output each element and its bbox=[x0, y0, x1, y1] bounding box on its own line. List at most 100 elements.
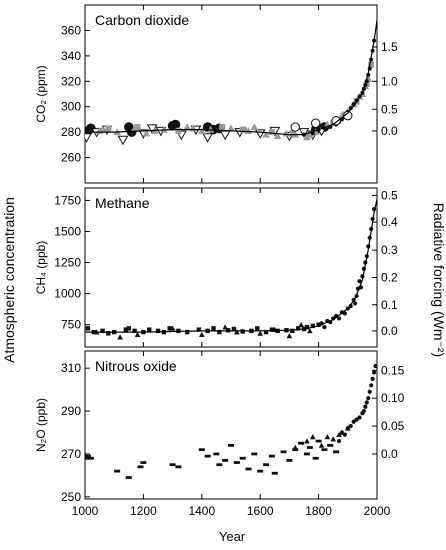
square-point bbox=[126, 326, 131, 331]
dash-point bbox=[286, 458, 293, 462]
co2-filled-circle-point bbox=[170, 119, 181, 130]
open-circle-point bbox=[290, 122, 300, 132]
x-tick-label: 1400 bbox=[188, 504, 215, 518]
right-tick-label: 0.2 bbox=[381, 270, 398, 284]
panel-nitrous-oxide: Nitrous oxide 250 270 290 310 0.0 0.05 0.10 0.15… bbox=[34, 350, 405, 518]
grey-triangle-point bbox=[160, 125, 168, 133]
y-tick-label: 1250 bbox=[54, 256, 81, 270]
grey-square-point bbox=[219, 124, 226, 131]
square-point bbox=[167, 326, 172, 331]
square-point bbox=[255, 326, 260, 331]
panel-frame bbox=[84, 187, 378, 348]
y-tick-label: 300 bbox=[61, 100, 81, 114]
grey-square-point bbox=[368, 61, 375, 68]
grey-square-point bbox=[239, 126, 246, 133]
dot-point bbox=[345, 426, 350, 431]
dot-point bbox=[357, 279, 362, 284]
dot-point bbox=[342, 432, 347, 437]
grey-triangle-point bbox=[206, 125, 215, 133]
triangle-point bbox=[309, 433, 316, 440]
right-tick-label: 0.15 bbox=[381, 363, 405, 377]
dash-point bbox=[175, 465, 182, 469]
dash-point bbox=[245, 467, 252, 471]
y-tick-label: 320 bbox=[61, 74, 81, 88]
grey-triangle-point bbox=[142, 129, 151, 137]
square-point bbox=[263, 329, 269, 335]
dash-point bbox=[239, 456, 246, 460]
triangle-point bbox=[292, 444, 299, 450]
x-tick-label: 1200 bbox=[130, 504, 157, 518]
square-point bbox=[290, 328, 295, 334]
panel-methane: Methane 750 1000 1250 1500 1750 0.0 0.1 0.2 0.3 0.… bbox=[34, 187, 398, 348]
right-axis-title: Radiative forcing (Wm⁻²) bbox=[431, 203, 446, 357]
right-tick-label: 0.0 bbox=[381, 324, 398, 338]
square-point bbox=[132, 328, 137, 334]
square-point bbox=[106, 331, 111, 336]
dash-point bbox=[263, 463, 270, 467]
dot-point bbox=[371, 370, 377, 375]
square-point bbox=[231, 326, 237, 332]
dot-point bbox=[342, 311, 347, 316]
triangle-point bbox=[318, 442, 325, 448]
grey-triangle-point bbox=[183, 123, 191, 131]
dot-point bbox=[357, 415, 362, 420]
open-triangle-point bbox=[117, 135, 129, 146]
dot-point bbox=[336, 316, 342, 321]
square-point bbox=[217, 329, 222, 335]
right-tick-label: 0.3 bbox=[381, 243, 398, 257]
dot-point bbox=[367, 389, 372, 394]
dot-point bbox=[366, 396, 371, 401]
right-tick-label: 0.0 bbox=[381, 447, 398, 461]
triangle-point bbox=[134, 331, 141, 337]
dot-point bbox=[373, 363, 377, 369]
trend-line bbox=[85, 20, 377, 136]
triangle-point bbox=[307, 328, 313, 334]
y-tick-label: 1500 bbox=[54, 224, 81, 238]
dash-point bbox=[198, 448, 205, 452]
dash-point bbox=[312, 456, 319, 460]
triangle-point bbox=[330, 436, 336, 442]
open-circle-point bbox=[331, 116, 341, 126]
triangle-point bbox=[304, 438, 310, 444]
panels: Carbon dioxide 260 280 300 320 340 360 0.0 0.5 1.… bbox=[34, 4, 405, 518]
open-triangle-point bbox=[219, 130, 231, 141]
dot-point bbox=[369, 383, 374, 388]
square-point bbox=[100, 328, 105, 334]
square-point bbox=[310, 323, 315, 329]
dot-point bbox=[354, 417, 359, 422]
grey-triangle-point bbox=[250, 123, 259, 131]
right-tick-label: 1.5 bbox=[381, 40, 398, 54]
triangle-point bbox=[286, 333, 293, 339]
dot-point bbox=[336, 438, 342, 444]
dash-point bbox=[257, 469, 264, 473]
dash-point bbox=[327, 443, 334, 447]
dot-point bbox=[351, 419, 356, 424]
square-point bbox=[196, 327, 202, 332]
right-tick-label: 0.05 bbox=[381, 419, 405, 433]
triangle-point bbox=[169, 325, 176, 331]
grey-triangle-point bbox=[198, 127, 206, 134]
y-tick-label: 750 bbox=[61, 318, 81, 332]
square-point bbox=[225, 328, 231, 333]
y-tick-label: 1000 bbox=[54, 287, 81, 301]
dash-point bbox=[306, 446, 313, 449]
dash-point bbox=[204, 454, 211, 458]
y-tick-label: 270 bbox=[61, 447, 81, 461]
dash-point bbox=[333, 450, 340, 454]
dot-point bbox=[348, 423, 353, 429]
dash-point bbox=[298, 441, 305, 445]
grey-square-point bbox=[289, 130, 296, 137]
dash-point bbox=[114, 469, 121, 473]
right-tick-label: 0.0 bbox=[381, 124, 398, 138]
y-tick-label: 280 bbox=[61, 125, 81, 139]
y-tick-label: 340 bbox=[61, 49, 81, 63]
data-layer bbox=[85, 20, 377, 146]
dot-point bbox=[322, 325, 327, 330]
triangle-point bbox=[324, 433, 331, 440]
open-circle-point bbox=[343, 110, 353, 121]
y-tick-label: 1750 bbox=[54, 193, 81, 207]
y-axis-label: CO₂ (ppm) bbox=[34, 65, 48, 122]
dot-point bbox=[370, 376, 375, 381]
triangle-point bbox=[117, 334, 123, 340]
triangle-point bbox=[298, 321, 304, 328]
